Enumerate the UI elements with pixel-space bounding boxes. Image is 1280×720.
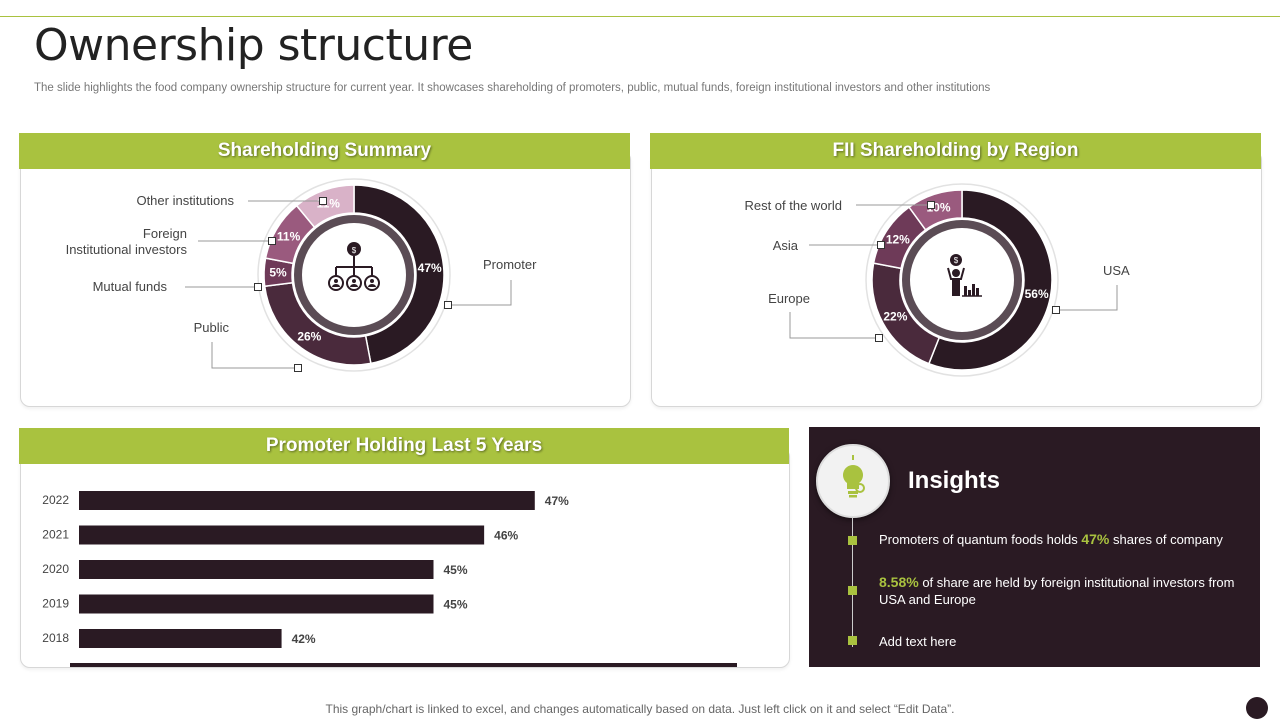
slice-category-label: USA [1103,263,1130,278]
leader-marker [927,201,935,209]
slice-category-label: Europe [768,291,810,306]
slice-value-label: 56% [1025,287,1049,301]
page-title: Ownership structure [34,20,473,71]
bar-value-label: 45% [444,563,468,577]
insight-text: Add text here [879,634,957,649]
lightbulb-gear-icon [843,455,865,498]
slice-category-label: Institutional investors [66,242,188,257]
insights-connector [852,517,853,647]
bar-value-label: 42% [292,632,316,646]
page-subtitle: The slide highlights the food company ow… [34,82,991,94]
slice-category-label: Foreign [143,226,187,241]
slice-value-label: 12% [886,232,910,246]
slice-category-label: Other institutions [136,193,234,208]
bar-value-label: 47% [545,494,569,508]
insights-title: Insights [908,467,1001,494]
bar-category-label: 2018 [42,631,69,645]
promoter-holding-header: Promoter Holding Last 5 Years [19,428,789,464]
bar[interactable] [79,560,434,579]
leader-marker [254,283,262,291]
fii-region-header: FII Shareholding by Region [650,133,1261,169]
bar[interactable] [79,491,535,510]
chart-baseline [70,663,737,667]
slice-category-label: Rest of the world [744,198,842,213]
leader-line [211,342,298,369]
leader-marker [444,301,452,309]
bar[interactable] [79,629,282,648]
bar[interactable] [79,594,434,614]
leader-marker [294,364,302,372]
top-rule [0,16,1280,17]
bar-category-label: 2022 [42,493,69,507]
leader-marker [877,241,885,249]
promoter-holding-chart[interactable]: 2022 47% 2021 46% 2020 45% 2019 45% 2018 42% [20,480,788,660]
investor-growth-icon: $ [947,254,982,297]
slice-value-label: 11% [277,229,301,243]
donut-slice[interactable] [295,184,355,229]
slice-value-label: 47% [418,261,442,275]
leader-marker [319,197,327,205]
bar[interactable] [79,525,485,545]
insight-text: shares of company [1109,532,1223,547]
slice-value-label: 22% [883,310,907,324]
insight-text: Promoters of quantum foods holds [879,532,1082,547]
bar-category-label: 2019 [42,597,69,611]
slice-category-label: Promoter [483,257,537,272]
bar-category-label: 2020 [42,562,69,576]
insight-item-3[interactable]: Add text here [879,633,1239,650]
leader-marker [268,237,276,245]
org-hierarchy-icon: $ [328,242,380,291]
donut-slice[interactable] [908,189,963,231]
insight-bullet [848,586,857,595]
footer-note: This graph/chart is linked to excel, and… [325,702,955,716]
svg-text:$: $ [954,256,959,265]
insight-highlight: 8.58% [879,574,919,590]
bar-category-label: 2021 [42,528,69,542]
svg-text:$: $ [352,246,357,255]
leader-marker [1052,306,1060,314]
leader-line [789,312,879,339]
bar-value-label: 46% [494,529,518,543]
slice-category-label: Mutual funds [93,279,168,294]
donut-slice[interactable] [927,189,1053,371]
leader-line [448,280,512,306]
slice-category-label: Asia [773,238,799,253]
bar-value-label: 45% [444,598,468,612]
insight-item-2: 8.58% of share are held by foreign insti… [879,574,1239,608]
insight-highlight: 47% [1081,531,1110,547]
insights-icon-circle [816,444,890,518]
leader-line [1056,285,1118,311]
donut-center [910,228,1014,332]
leader-marker [875,334,883,342]
slice-category-label: Public [194,320,230,335]
slice-value-label: 26% [297,329,321,343]
insight-bullet [848,636,857,645]
shareholding-summary-chart[interactable]: 47% Promoter 26% Public 5% Mutual funds 11% For… [20,170,629,402]
insight-item-1: Promoters of quantum foods holds 47% sha… [879,531,1239,548]
slice-value-label: 5% [269,266,287,280]
donut-slice[interactable] [353,184,445,365]
insight-bullet [848,536,857,545]
insights-panel: Insights Promoters of quantum foods hold… [809,427,1260,667]
insight-text: of share are held by foreign institution… [879,575,1235,607]
shareholding-summary-header: Shareholding Summary [19,133,630,169]
corner-dot [1246,697,1268,719]
